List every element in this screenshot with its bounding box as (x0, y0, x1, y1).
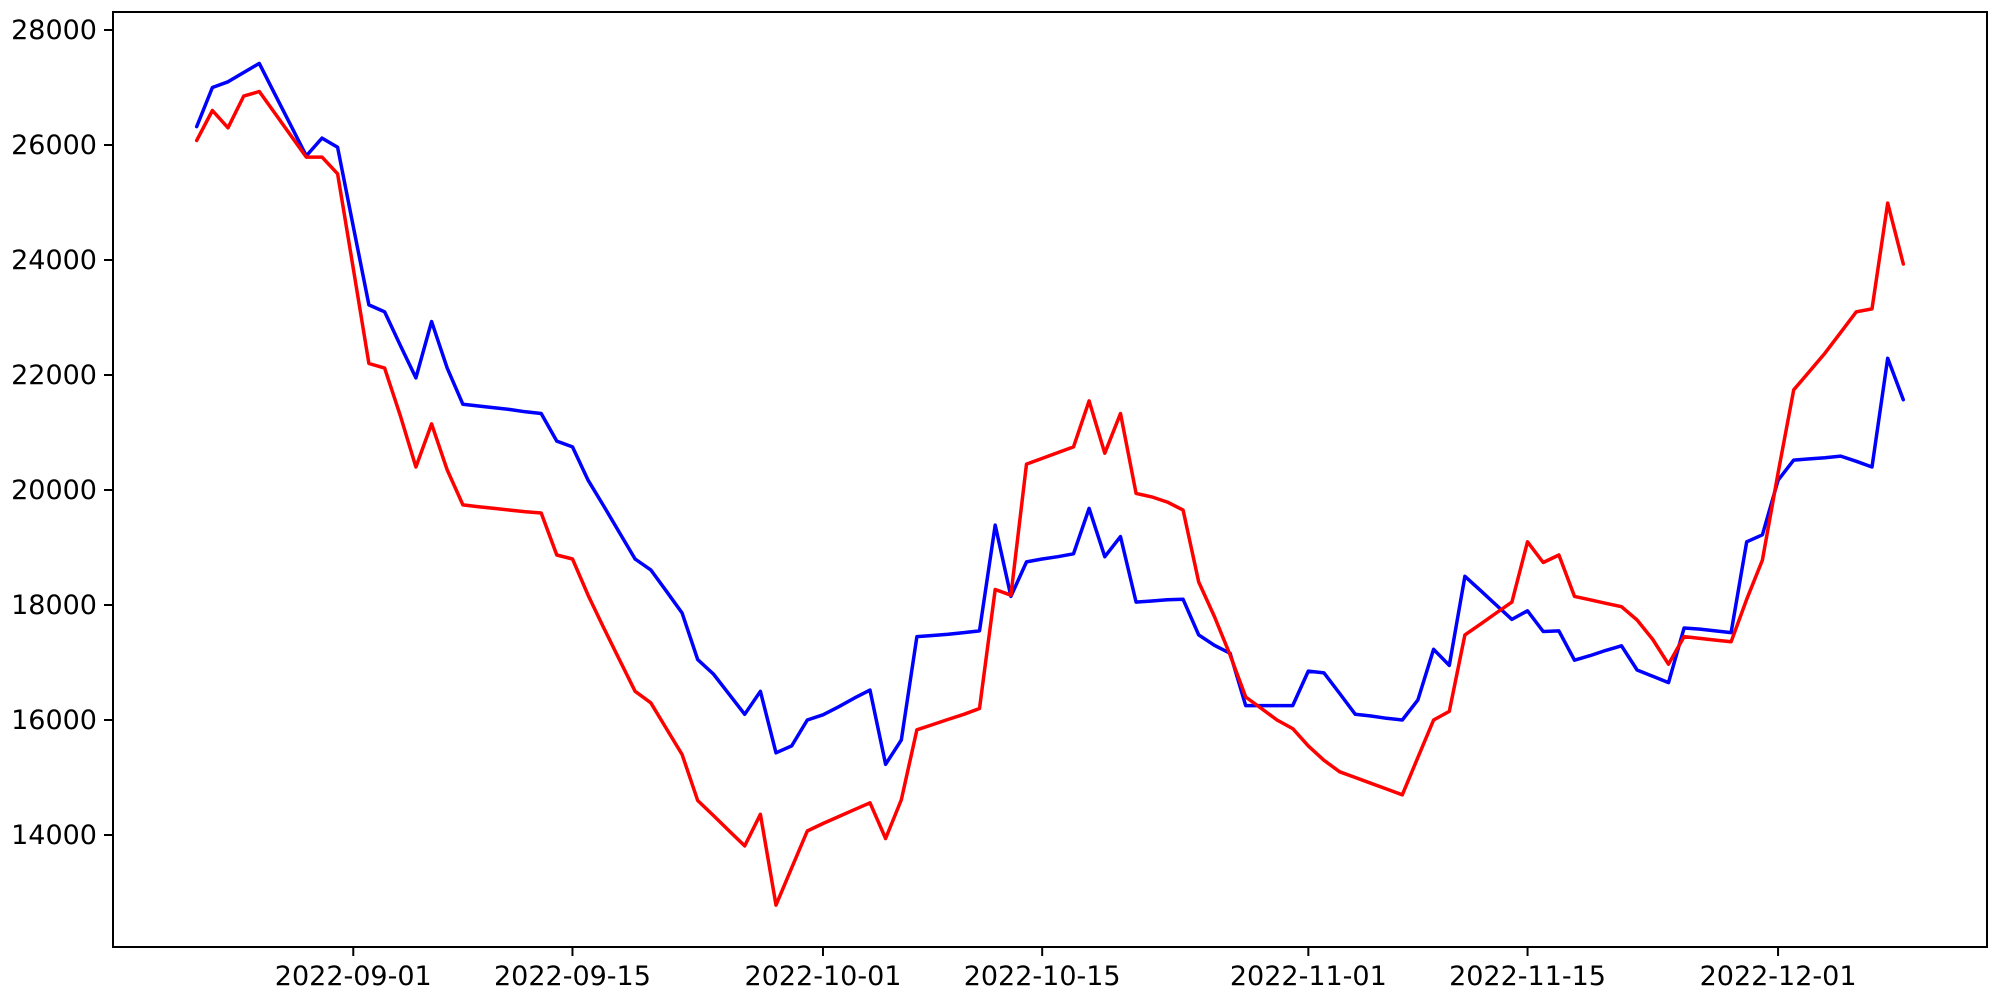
x-tick-label: 2022-09-01 (275, 961, 432, 992)
y-tick-label: 18000 (11, 590, 97, 621)
x-tick-label: 2022-10-15 (964, 961, 1121, 992)
red-line (194, 89, 1906, 907)
y-tick-label: 26000 (11, 130, 97, 161)
x-tick-label: 2022-09-15 (494, 961, 651, 992)
y-tick-label: 28000 (11, 15, 97, 46)
y-tick-label: 22000 (11, 360, 97, 391)
y-tick-label: 20000 (11, 475, 97, 506)
x-tick-label: 2022-11-15 (1449, 961, 1606, 992)
blue-line (194, 61, 1906, 767)
y-tick-label: 14000 (11, 820, 97, 851)
y-tick-label: 24000 (11, 245, 97, 276)
x-tick-label: 2022-10-01 (745, 961, 902, 992)
y-tick-label: 16000 (11, 705, 97, 736)
x-tick-label: 2022-11-01 (1230, 961, 1387, 992)
axes-spines (112, 11, 1988, 948)
x-tick-label: 2022-12-01 (1700, 961, 1857, 992)
